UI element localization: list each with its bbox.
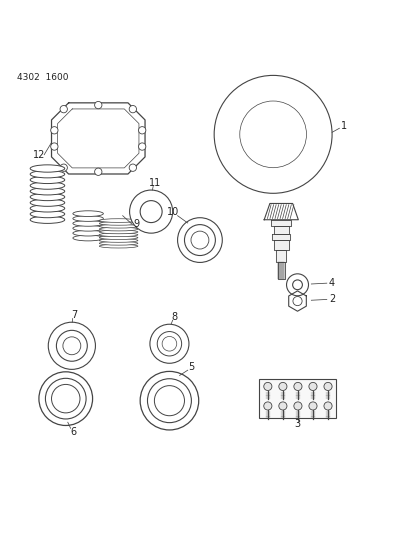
Circle shape bbox=[139, 127, 146, 134]
Ellipse shape bbox=[30, 216, 65, 223]
Ellipse shape bbox=[99, 219, 138, 222]
Circle shape bbox=[177, 217, 222, 262]
Circle shape bbox=[309, 402, 317, 410]
Ellipse shape bbox=[99, 236, 138, 239]
Ellipse shape bbox=[73, 216, 103, 221]
Polygon shape bbox=[274, 240, 288, 250]
Ellipse shape bbox=[30, 171, 65, 178]
Polygon shape bbox=[289, 291, 306, 311]
Ellipse shape bbox=[99, 241, 138, 245]
Circle shape bbox=[279, 382, 287, 391]
Ellipse shape bbox=[30, 211, 65, 217]
Circle shape bbox=[309, 382, 317, 391]
Circle shape bbox=[95, 168, 102, 175]
Circle shape bbox=[264, 402, 272, 410]
Ellipse shape bbox=[73, 211, 103, 216]
Text: 2: 2 bbox=[329, 294, 335, 304]
Polygon shape bbox=[271, 220, 291, 226]
Circle shape bbox=[60, 106, 67, 113]
Circle shape bbox=[157, 332, 182, 356]
Ellipse shape bbox=[30, 165, 65, 172]
Ellipse shape bbox=[99, 233, 138, 237]
Text: 3: 3 bbox=[295, 419, 301, 429]
Circle shape bbox=[95, 101, 102, 109]
Bar bbox=[259, 379, 336, 418]
Text: 4: 4 bbox=[329, 278, 335, 288]
Circle shape bbox=[294, 382, 302, 391]
Ellipse shape bbox=[73, 221, 103, 226]
Circle shape bbox=[293, 280, 302, 289]
Ellipse shape bbox=[30, 193, 65, 200]
Circle shape bbox=[293, 296, 302, 305]
Polygon shape bbox=[51, 103, 145, 174]
Circle shape bbox=[154, 386, 184, 416]
Text: 9: 9 bbox=[134, 219, 140, 229]
Circle shape bbox=[240, 101, 306, 168]
Ellipse shape bbox=[30, 176, 65, 183]
Ellipse shape bbox=[30, 182, 65, 189]
Circle shape bbox=[184, 224, 215, 255]
Text: 5: 5 bbox=[188, 362, 195, 373]
Ellipse shape bbox=[30, 188, 65, 195]
Polygon shape bbox=[264, 204, 298, 220]
Circle shape bbox=[60, 164, 67, 171]
Circle shape bbox=[279, 402, 287, 410]
Circle shape bbox=[139, 143, 146, 150]
Ellipse shape bbox=[30, 205, 65, 212]
Text: 1: 1 bbox=[341, 121, 347, 131]
Circle shape bbox=[56, 330, 87, 361]
Text: 12: 12 bbox=[33, 150, 46, 160]
Circle shape bbox=[324, 402, 332, 410]
Text: 10: 10 bbox=[167, 207, 180, 217]
Circle shape bbox=[129, 164, 137, 171]
Circle shape bbox=[39, 372, 93, 425]
Circle shape bbox=[150, 324, 189, 364]
Circle shape bbox=[264, 382, 272, 391]
Polygon shape bbox=[276, 250, 286, 262]
Polygon shape bbox=[272, 234, 290, 240]
Circle shape bbox=[51, 127, 58, 134]
Ellipse shape bbox=[73, 230, 103, 236]
Circle shape bbox=[324, 382, 332, 391]
Circle shape bbox=[140, 200, 162, 223]
Ellipse shape bbox=[99, 227, 138, 231]
Text: 7: 7 bbox=[71, 310, 77, 320]
Circle shape bbox=[294, 402, 302, 410]
Circle shape bbox=[140, 372, 199, 430]
Circle shape bbox=[286, 274, 308, 296]
Ellipse shape bbox=[99, 222, 138, 225]
Text: 6: 6 bbox=[71, 427, 77, 437]
Ellipse shape bbox=[99, 239, 138, 243]
Ellipse shape bbox=[73, 225, 103, 231]
Circle shape bbox=[130, 190, 173, 233]
Circle shape bbox=[147, 379, 191, 423]
Circle shape bbox=[244, 105, 302, 164]
Circle shape bbox=[191, 231, 209, 249]
Polygon shape bbox=[274, 226, 288, 234]
Text: 4302  1600: 4302 1600 bbox=[17, 72, 69, 82]
Circle shape bbox=[48, 322, 95, 369]
Ellipse shape bbox=[99, 224, 138, 228]
Ellipse shape bbox=[99, 244, 138, 248]
Circle shape bbox=[63, 337, 81, 355]
Circle shape bbox=[214, 75, 332, 193]
Ellipse shape bbox=[99, 230, 138, 234]
Ellipse shape bbox=[30, 199, 65, 206]
Polygon shape bbox=[278, 262, 284, 279]
Circle shape bbox=[162, 336, 177, 351]
Circle shape bbox=[51, 384, 80, 413]
Circle shape bbox=[129, 106, 137, 113]
Circle shape bbox=[51, 143, 58, 150]
Text: 8: 8 bbox=[171, 312, 177, 322]
Text: 11: 11 bbox=[149, 178, 161, 188]
Ellipse shape bbox=[73, 235, 103, 241]
Circle shape bbox=[45, 378, 86, 419]
